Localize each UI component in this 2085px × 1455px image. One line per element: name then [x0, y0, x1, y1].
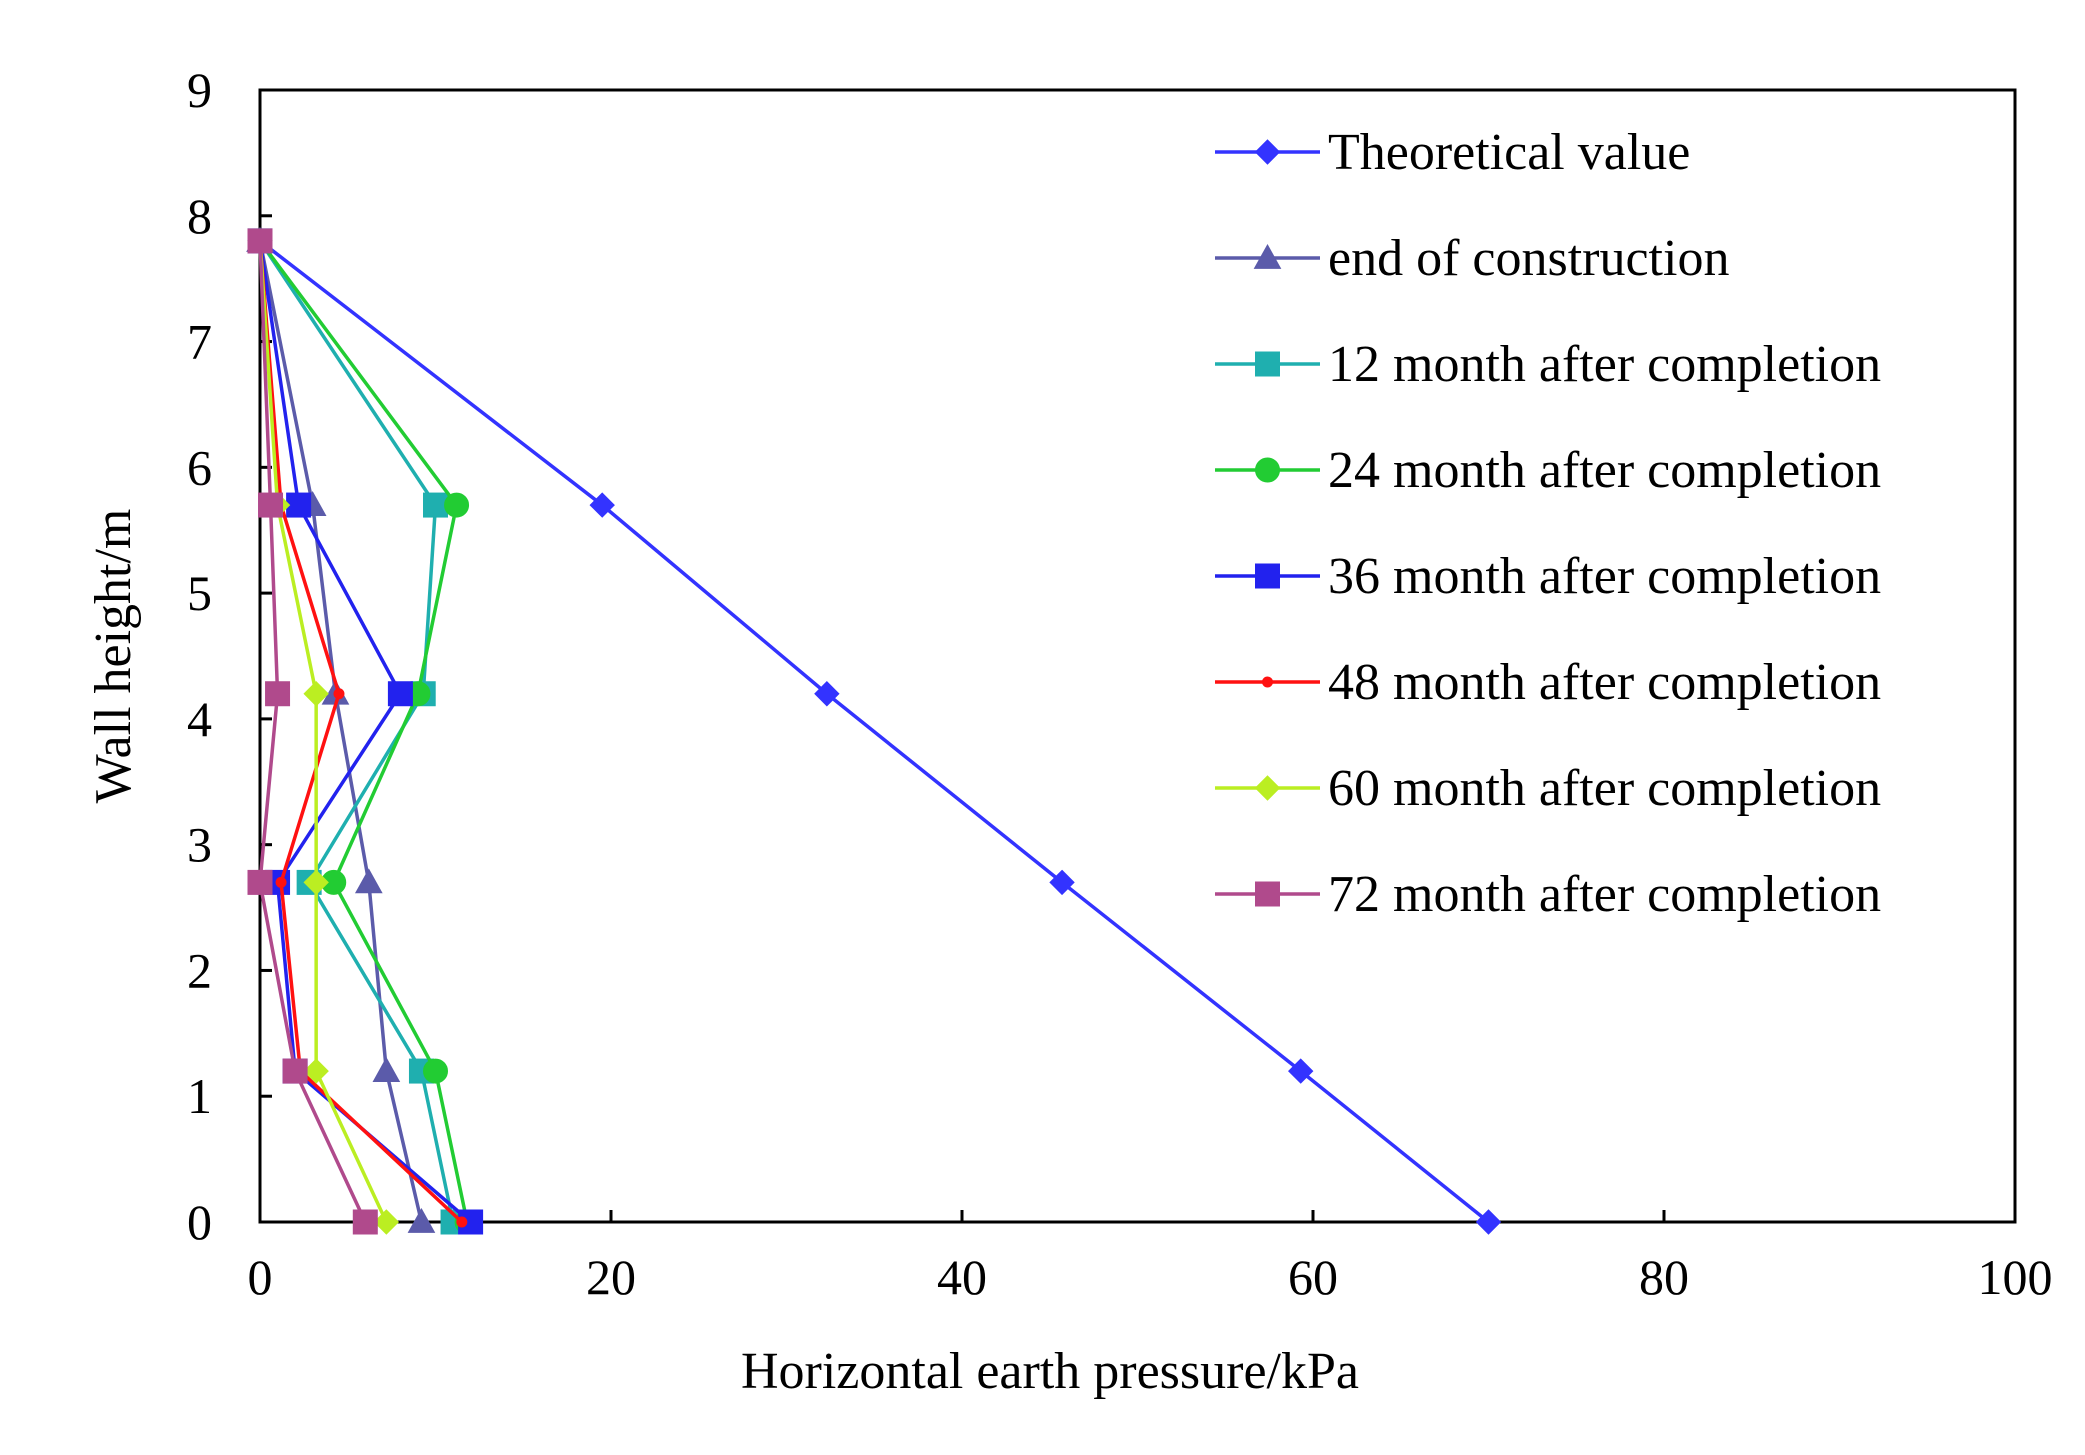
- legend-marker: [1255, 881, 1280, 907]
- legend-label: 72 month after completion: [1328, 866, 1881, 923]
- data-point: [303, 1058, 329, 1084]
- y-tick-label: 4: [187, 691, 212, 747]
- data-point: [1288, 1058, 1314, 1084]
- data-point: [282, 1058, 308, 1084]
- data-point: [247, 869, 273, 895]
- y-tick-label: 6: [187, 439, 212, 495]
- series-8: [247, 228, 378, 1235]
- y-tick-label: 3: [187, 817, 212, 873]
- data-point: [456, 1216, 468, 1228]
- x-tick-label: 100: [1978, 1249, 2053, 1305]
- data-point: [373, 1209, 400, 1235]
- x-tick-label: 0: [248, 1249, 273, 1305]
- data-point: [1475, 1209, 1502, 1235]
- legend-marker: [1255, 457, 1280, 483]
- legend-item: Theoretical value: [1215, 124, 1690, 181]
- data-point: [372, 1057, 401, 1082]
- data-point: [258, 492, 284, 518]
- data-point: [1049, 869, 1075, 896]
- data-point: [444, 492, 470, 518]
- series-line: [258, 239, 455, 1223]
- y-tick-label: 5: [187, 565, 212, 621]
- legend-label: Theoretical value: [1328, 124, 1690, 181]
- y-axis-ticks: 0 1 2 3 4 5 6 7 8 9: [187, 62, 272, 1250]
- data-point: [589, 492, 615, 518]
- legend-marker: [1254, 139, 1281, 165]
- data-point: [275, 876, 287, 888]
- legend-marker: [1255, 563, 1280, 589]
- legend-item: 48 month after completion: [1215, 654, 1881, 711]
- series-1: [247, 228, 1502, 1235]
- legend-item: end of construction: [1215, 230, 1729, 287]
- legend-label: 24 month after completion: [1328, 442, 1881, 499]
- y-tick-label: 7: [187, 314, 212, 370]
- legend-marker: [1255, 351, 1280, 377]
- legend-item: 72 month after completion: [1215, 866, 1881, 923]
- data-point: [814, 681, 840, 707]
- legend-label: 12 month after completion: [1328, 336, 1881, 393]
- legend-item: 60 month after completion: [1215, 760, 1881, 817]
- legend-label: 60 month after completion: [1328, 760, 1881, 817]
- data-point: [387, 681, 413, 707]
- x-tick-label: 20: [586, 1249, 636, 1305]
- series-line: [258, 240, 424, 1223]
- data-point: [354, 868, 383, 894]
- series-layer: [246, 226, 1502, 1235]
- x-axis-title: Horizontal earth pressure/kPa: [741, 1343, 1359, 1400]
- data-point: [265, 681, 291, 707]
- legend-marker: [1262, 676, 1273, 688]
- data-point: [423, 492, 448, 518]
- legend-item: 24 month after completion: [1215, 442, 1881, 499]
- data-point: [333, 688, 345, 700]
- data-point: [423, 1058, 448, 1084]
- y-axis-title: Wall height/m: [85, 509, 142, 804]
- legend-item: 36 month after completion: [1215, 548, 1881, 605]
- series-line: [258, 240, 388, 1223]
- plot-area-frame: [258, 88, 2017, 1224]
- data-point: [352, 1209, 378, 1235]
- x-tick-label: 60: [1288, 1249, 1338, 1305]
- series-line: [258, 239, 469, 1223]
- series-line: [258, 239, 1490, 1224]
- y-tick-label: 0: [187, 1194, 212, 1250]
- legend: Theoretical value end of construction 12 m…: [1215, 124, 1881, 923]
- legend-item: 12 month after completion: [1215, 336, 1881, 393]
- data-point: [286, 492, 312, 518]
- series-line: [258, 240, 367, 1223]
- x-tick-label: 80: [1639, 1249, 1689, 1305]
- x-tick-label: 40: [937, 1249, 987, 1305]
- series-line: [258, 240, 472, 1224]
- y-tick-label: 9: [187, 62, 212, 118]
- data-point: [303, 681, 329, 707]
- y-tick-label: 1: [187, 1068, 212, 1124]
- data-point: [303, 869, 329, 896]
- x-axis-ticks: 0 20 40 60 80 100: [248, 1210, 2053, 1305]
- legend-label: 48 month after completion: [1328, 654, 1881, 711]
- legend-marker: [1253, 243, 1282, 269]
- y-tick-label: 2: [187, 942, 212, 998]
- data-point: [407, 1207, 436, 1233]
- legend-label: 36 month after completion: [1328, 548, 1881, 605]
- legend-label: end of construction: [1328, 230, 1729, 287]
- y-tick-label: 8: [187, 188, 212, 244]
- data-point: [247, 228, 273, 254]
- legend-marker: [1254, 775, 1281, 801]
